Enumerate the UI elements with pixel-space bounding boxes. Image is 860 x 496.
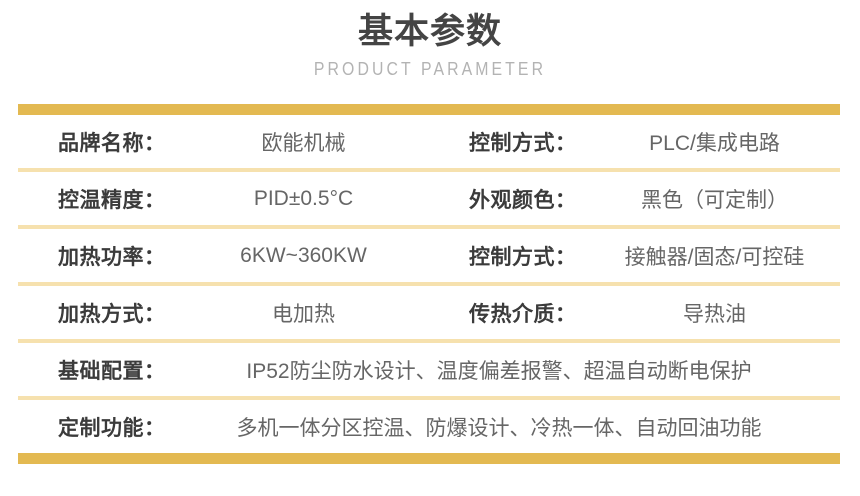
spec-cell-heating-power: 加热功率： 6KW~360KW [18,229,429,282]
row-divider [18,225,840,229]
table-row: 品牌名称： 欧能机械 控制方式： PLC/集成电路 [18,115,840,168]
spec-cell-heat-medium: 传热介质： 导热油 [429,286,840,339]
spec-label: 加热方式： [58,302,166,326]
spec-value: 多机一体分区控温、防爆设计、冷热一体、自动回油功能 [236,416,762,440]
spec-label: 加热功率： [58,245,166,269]
row-divider [18,282,840,286]
spec-value: PLC/集成电路 [649,131,780,155]
spec-label: 品牌名称： [58,131,166,155]
spec-cell-base-config: 基础配置： IP52防尘防水设计、温度偏差报警、超温自动断电保护 [18,343,840,396]
spec-cell-brand: 品牌名称： 欧能机械 [18,115,429,168]
page-header: 基本参数 PRODUCT PARAMETER [0,0,860,82]
spec-value: IP52防尘防水设计、温度偏差报警、超温自动断电保护 [246,359,752,383]
spec-cell-temp-accuracy: 控温精度： PID±0.5°C [18,172,429,225]
table-row: 定制功能： 多机一体分区控温、防爆设计、冷热一体、自动回油功能 [18,400,840,453]
spec-value: 欧能机械 [261,131,346,155]
spec-label: 控制方式： [469,245,577,269]
spec-cell-heating-method: 加热方式： 电加热 [18,286,429,339]
page-subtitle: PRODUCT PARAMETER [313,59,547,79]
spec-label: 基础配置： [58,359,166,383]
spec-label: 传热介质： [469,302,577,326]
table-row: 基础配置： IP52防尘防水设计、温度偏差报警、超温自动断电保护 [18,343,840,396]
spec-cell-control-method: 控制方式： PLC/集成电路 [429,115,840,168]
page-title: 基本参数 [357,12,502,51]
spec-label: 控制方式： [469,131,577,155]
spec-cell-control-type: 控制方式： 接触器/固态/可控硅 [429,229,840,282]
spec-label: 定制功能： [58,416,166,440]
spec-cell-color: 外观颜色： 黑色（可定制） [429,172,840,225]
spec-cell-custom-function: 定制功能： 多机一体分区控温、防爆设计、冷热一体、自动回油功能 [18,400,840,453]
spec-value: 6KW~360KW [240,243,367,267]
table-row: 加热功率： 6KW~360KW 控制方式： 接触器/固态/可控硅 [18,229,840,282]
spec-value: PID±0.5°C [253,186,354,210]
spec-label: 外观颜色： [469,188,577,212]
row-divider [18,396,840,400]
table-row: 控温精度： PID±0.5°C 外观颜色： 黑色（可定制） [18,172,840,225]
spec-table: 品牌名称： 欧能机械 控制方式： PLC/集成电路 控温精度： PID±0.5°… [18,104,840,464]
spec-value: 导热油 [683,302,746,326]
row-divider [18,168,840,172]
spec-label: 控温精度： [58,188,166,212]
table-row: 加热方式： 电加热 传热介质： 导热油 [18,286,840,339]
table-bottom-accent-bar [18,453,840,464]
spec-value: 黑色（可定制） [641,188,788,212]
row-divider [18,339,840,343]
table-top-accent-bar [18,104,840,115]
spec-value: 电加热 [272,302,335,326]
spec-value: 接触器/固态/可控硅 [624,245,805,269]
